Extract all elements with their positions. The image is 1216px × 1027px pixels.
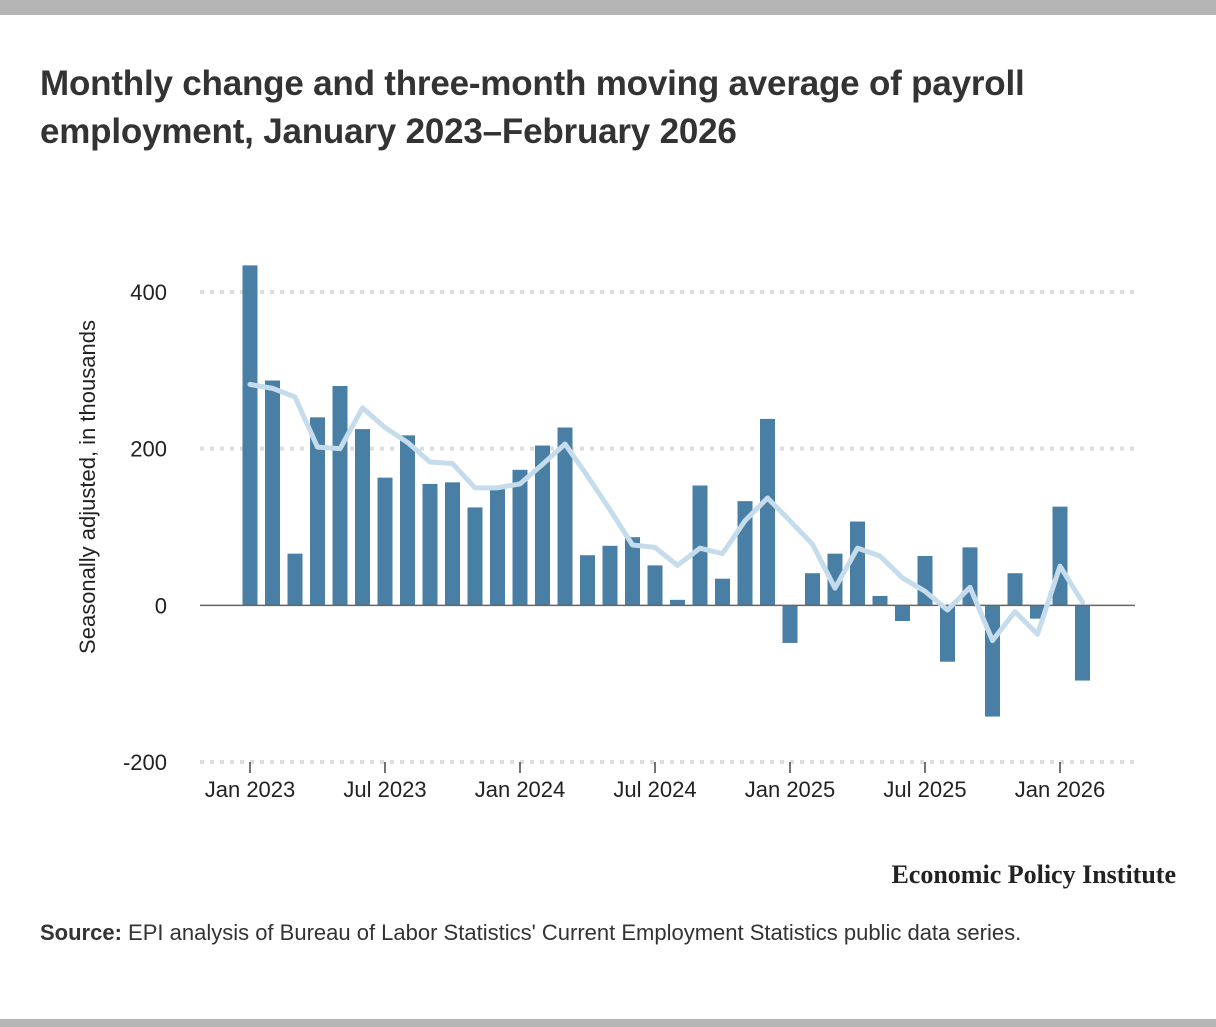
x-tick-label: Jan 2024	[475, 777, 566, 802]
bar	[265, 380, 280, 606]
bar	[580, 555, 595, 606]
bar	[895, 605, 910, 621]
bar	[332, 386, 348, 606]
y-tick-label: 0	[155, 593, 167, 618]
bar	[535, 445, 550, 606]
bar	[647, 565, 663, 606]
y-tick-label: 400	[130, 280, 167, 305]
x-tick-label: Jan 2025	[745, 777, 836, 802]
bar	[287, 553, 303, 606]
y-axis-title: Seasonally adjusted, in thousands	[75, 320, 100, 654]
moving-average-line	[247, 381, 1085, 644]
x-tick-label: Jan 2026	[1015, 777, 1106, 802]
bar-series	[242, 265, 1090, 717]
source-note: Source: EPI analysis of Bureau of Labor …	[40, 920, 1190, 946]
bar	[490, 487, 505, 606]
bar	[422, 483, 438, 606]
bar	[467, 507, 483, 606]
bar	[1075, 605, 1090, 681]
bar	[805, 573, 820, 606]
bar	[602, 545, 618, 606]
bar	[692, 485, 708, 606]
bar	[400, 435, 415, 606]
brand-logo-text: Economic Policy Institute	[891, 860, 1176, 889]
y-tick-label: 200	[130, 437, 167, 462]
x-tick-label: Jul 2025	[883, 777, 966, 802]
bar	[1007, 573, 1023, 606]
bar	[445, 482, 460, 606]
bar	[760, 418, 775, 606]
bar	[940, 605, 955, 662]
x-tick-label: Jan 2023	[205, 777, 296, 802]
chart-title: Monthly change and three-month moving av…	[40, 64, 1025, 151]
x-tick-label: Jul 2024	[613, 777, 696, 802]
bar	[377, 477, 393, 606]
bar	[1052, 506, 1068, 606]
source-text: EPI analysis of Bureau of Labor Statisti…	[121, 920, 1022, 945]
source-label: Source:	[40, 920, 122, 945]
bar	[512, 469, 528, 606]
y-tick-label: -200	[123, 750, 167, 775]
bar	[850, 521, 865, 606]
moving-average-series	[247, 381, 1085, 644]
bottom-border	[0, 1019, 1216, 1027]
y-axis-ticks: 400 200 0 -200	[123, 280, 167, 775]
bar	[242, 265, 258, 606]
bar	[355, 429, 370, 606]
bar	[310, 417, 325, 606]
bar	[827, 553, 843, 606]
x-axis-ticks: Jan 2023 Jul 2023 Jan 2024 Jul 2024 Jan 2025…	[205, 762, 1106, 802]
bar	[872, 595, 888, 606]
bar	[670, 599, 685, 606]
bar	[557, 427, 573, 606]
bar	[782, 605, 798, 643]
bar	[625, 537, 640, 606]
x-tick-label: Jul 2023	[343, 777, 426, 802]
top-border	[0, 0, 1216, 15]
bar	[715, 578, 730, 606]
